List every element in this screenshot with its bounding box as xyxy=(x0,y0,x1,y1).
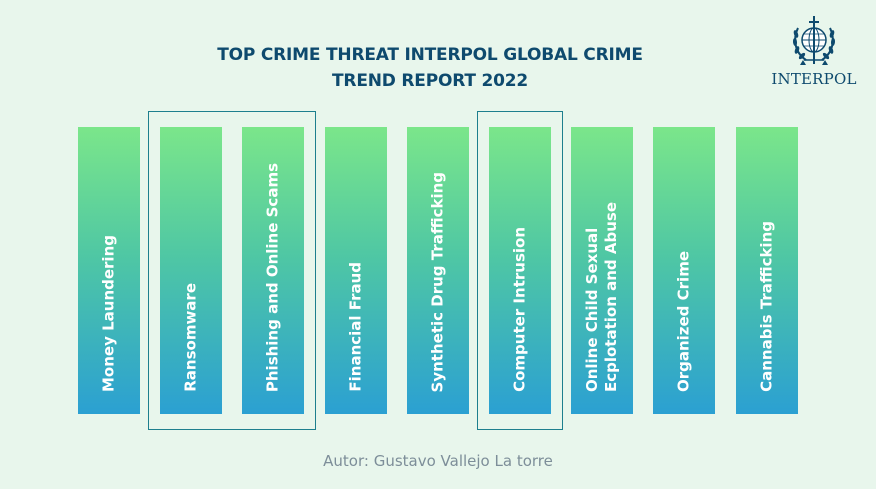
threat-bar-label-text: Financial Fraud xyxy=(346,262,365,392)
threat-bar-label: Synthetic Drug Trafficking xyxy=(428,172,447,392)
interpol-logo-text: INTERPOL xyxy=(771,70,857,88)
interpol-emblem-icon xyxy=(792,16,836,65)
threat-bar: Money Laundering xyxy=(78,127,140,414)
threat-bar-label-text: Cannabis Trafficking xyxy=(757,221,776,392)
highlight-box xyxy=(148,111,317,430)
threat-bar: Phishing and Online Scams xyxy=(242,127,305,414)
threat-bar-label-text: Organized Crime xyxy=(674,250,693,392)
title-line-2: TREND REPORT 2022 xyxy=(332,71,528,91)
threat-bar: Cannabis Trafficking xyxy=(735,127,798,414)
threat-bar-label-text: Synthetic Drug Trafficking xyxy=(428,171,447,392)
page-title: TOP CRIME THREAT INTERPOL GLOBAL CRIME T… xyxy=(200,42,660,94)
threat-bar-label-text: Online Child Sexual Ecplotation and Abus… xyxy=(583,201,621,392)
threat-bar: Synthetic Drug Trafficking xyxy=(406,127,469,414)
highlight-box xyxy=(477,111,563,430)
threat-bar: Organized Crime xyxy=(653,127,716,414)
threat-bar-label-text: Money Laundering xyxy=(99,235,118,392)
interpol-logo: INTERPOL xyxy=(768,14,860,94)
threat-bar: Computer Intrusion xyxy=(489,127,551,414)
threat-bar-label: Money Laundering xyxy=(100,235,119,392)
threat-bar-label: Organized Crime xyxy=(675,251,694,392)
threat-bar-label: Financial Fraud xyxy=(346,262,365,392)
threat-bar: Online Child Sexual Ecplotation and Abus… xyxy=(571,127,634,414)
threat-bar: Ransomware xyxy=(160,127,223,414)
threat-bar: Financial Fraud xyxy=(324,127,387,414)
threat-bar-label: Online Child Sexual Ecplotation and Abus… xyxy=(583,202,621,392)
threat-bar-label: Cannabis Trafficking xyxy=(757,221,776,392)
title-line-1: TOP CRIME THREAT INTERPOL GLOBAL CRIME xyxy=(217,45,643,65)
author-credit: Autor: Gustavo Vallejo La torre xyxy=(323,452,553,470)
